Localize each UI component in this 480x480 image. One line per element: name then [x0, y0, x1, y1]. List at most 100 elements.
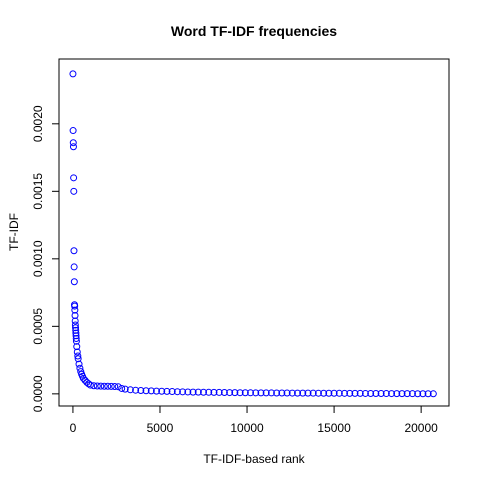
data-point: [200, 388, 208, 396]
data-point: [372, 389, 380, 397]
data-point: [262, 389, 270, 397]
chart-title: Word TF-IDF frequencies: [171, 23, 337, 39]
data-point: [97, 382, 105, 390]
data-point: [309, 389, 317, 397]
data-point: [126, 386, 134, 394]
data-point: [189, 388, 197, 396]
data-point: [75, 360, 83, 368]
data-point: [69, 70, 77, 78]
data-point: [70, 187, 78, 195]
data-point: [257, 389, 265, 397]
data-point: [283, 389, 291, 397]
data-point: [278, 389, 286, 397]
data-point: [236, 389, 244, 397]
data-point: [408, 390, 416, 398]
data-point: [388, 390, 396, 398]
data-point: [393, 390, 401, 398]
data-point: [184, 388, 192, 396]
data-point: [361, 389, 369, 397]
data-point: [403, 390, 411, 398]
data-point: [163, 387, 171, 395]
data-point: [107, 382, 115, 390]
data-point: [111, 383, 119, 391]
data-point: [173, 388, 181, 396]
data-point: [70, 278, 78, 286]
x-tick-label: 15000: [317, 421, 351, 435]
data-point: [330, 389, 338, 397]
data-point: [79, 374, 87, 382]
y-tick-label: 0.0015: [31, 173, 45, 210]
data-point: [179, 388, 187, 396]
x-tick-label: 10000: [230, 421, 264, 435]
data-point: [341, 389, 349, 397]
x-tick-label: 0: [70, 421, 77, 435]
data-point: [247, 389, 255, 397]
y-axis: 0.0000 0.0005 0.0010 0.0015 0.0020: [31, 105, 60, 412]
data-point: [147, 387, 155, 395]
data-point: [424, 390, 432, 398]
y-tick-label: 0.0010: [31, 240, 45, 277]
data-point: [71, 321, 79, 329]
data-point: [74, 352, 82, 360]
data-point: [294, 389, 302, 397]
data-point: [252, 389, 260, 397]
y-axis-label: TF-IDF: [7, 213, 21, 251]
y-tick-label: 0.0005: [31, 308, 45, 345]
data-point: [73, 348, 81, 356]
y-tick-label: 0.0000: [31, 375, 45, 412]
data-point: [72, 334, 80, 342]
data-point: [346, 389, 354, 397]
data-point: [72, 329, 80, 337]
data-point: [118, 384, 126, 392]
data-point: [72, 326, 80, 334]
data-point: [210, 388, 218, 396]
data-point: [215, 388, 223, 396]
data-point: [267, 389, 275, 397]
data-point: [158, 387, 166, 395]
data-point: [367, 389, 375, 397]
data-point: [70, 247, 78, 255]
data-point: [288, 389, 296, 397]
data-point: [90, 382, 98, 390]
data-point: [429, 390, 437, 398]
data-point: [132, 386, 140, 394]
data-point: [72, 324, 80, 332]
data-point: [356, 389, 364, 397]
data-point: [325, 389, 333, 397]
data-point: [419, 390, 427, 398]
data-point: [76, 364, 84, 372]
data-point: [71, 302, 79, 310]
data-point: [153, 387, 160, 395]
data-point: [414, 390, 422, 398]
data-point: [69, 127, 77, 135]
data-point: [168, 388, 176, 396]
data-point: [231, 389, 239, 397]
data-point: [304, 389, 312, 397]
data-point: [299, 389, 307, 397]
data-point: [73, 343, 81, 351]
data-point: [314, 389, 322, 397]
data-point: [320, 389, 328, 397]
data-point: [72, 337, 80, 345]
x-axis: 0 5000 10000 15000 20000: [70, 405, 438, 435]
data-point: [74, 355, 82, 363]
data-point: [194, 388, 202, 396]
data-point: [69, 139, 77, 147]
data-point: [114, 383, 122, 391]
data-point: [241, 389, 249, 397]
y-tick-label: 0.0020: [31, 105, 45, 142]
data-point: [100, 382, 108, 390]
data-point: [72, 332, 80, 340]
data-point: [69, 143, 77, 151]
data-point: [335, 389, 343, 397]
data-point: [137, 386, 145, 394]
data-point: [382, 390, 390, 398]
data-point: [220, 388, 228, 396]
data-point: [71, 317, 79, 325]
x-tick-label: 20000: [404, 421, 438, 435]
x-axis-label: TF-IDF-based rank: [203, 452, 305, 466]
data-point: [121, 385, 129, 393]
data-point: [351, 389, 359, 397]
data-point: [377, 390, 385, 398]
